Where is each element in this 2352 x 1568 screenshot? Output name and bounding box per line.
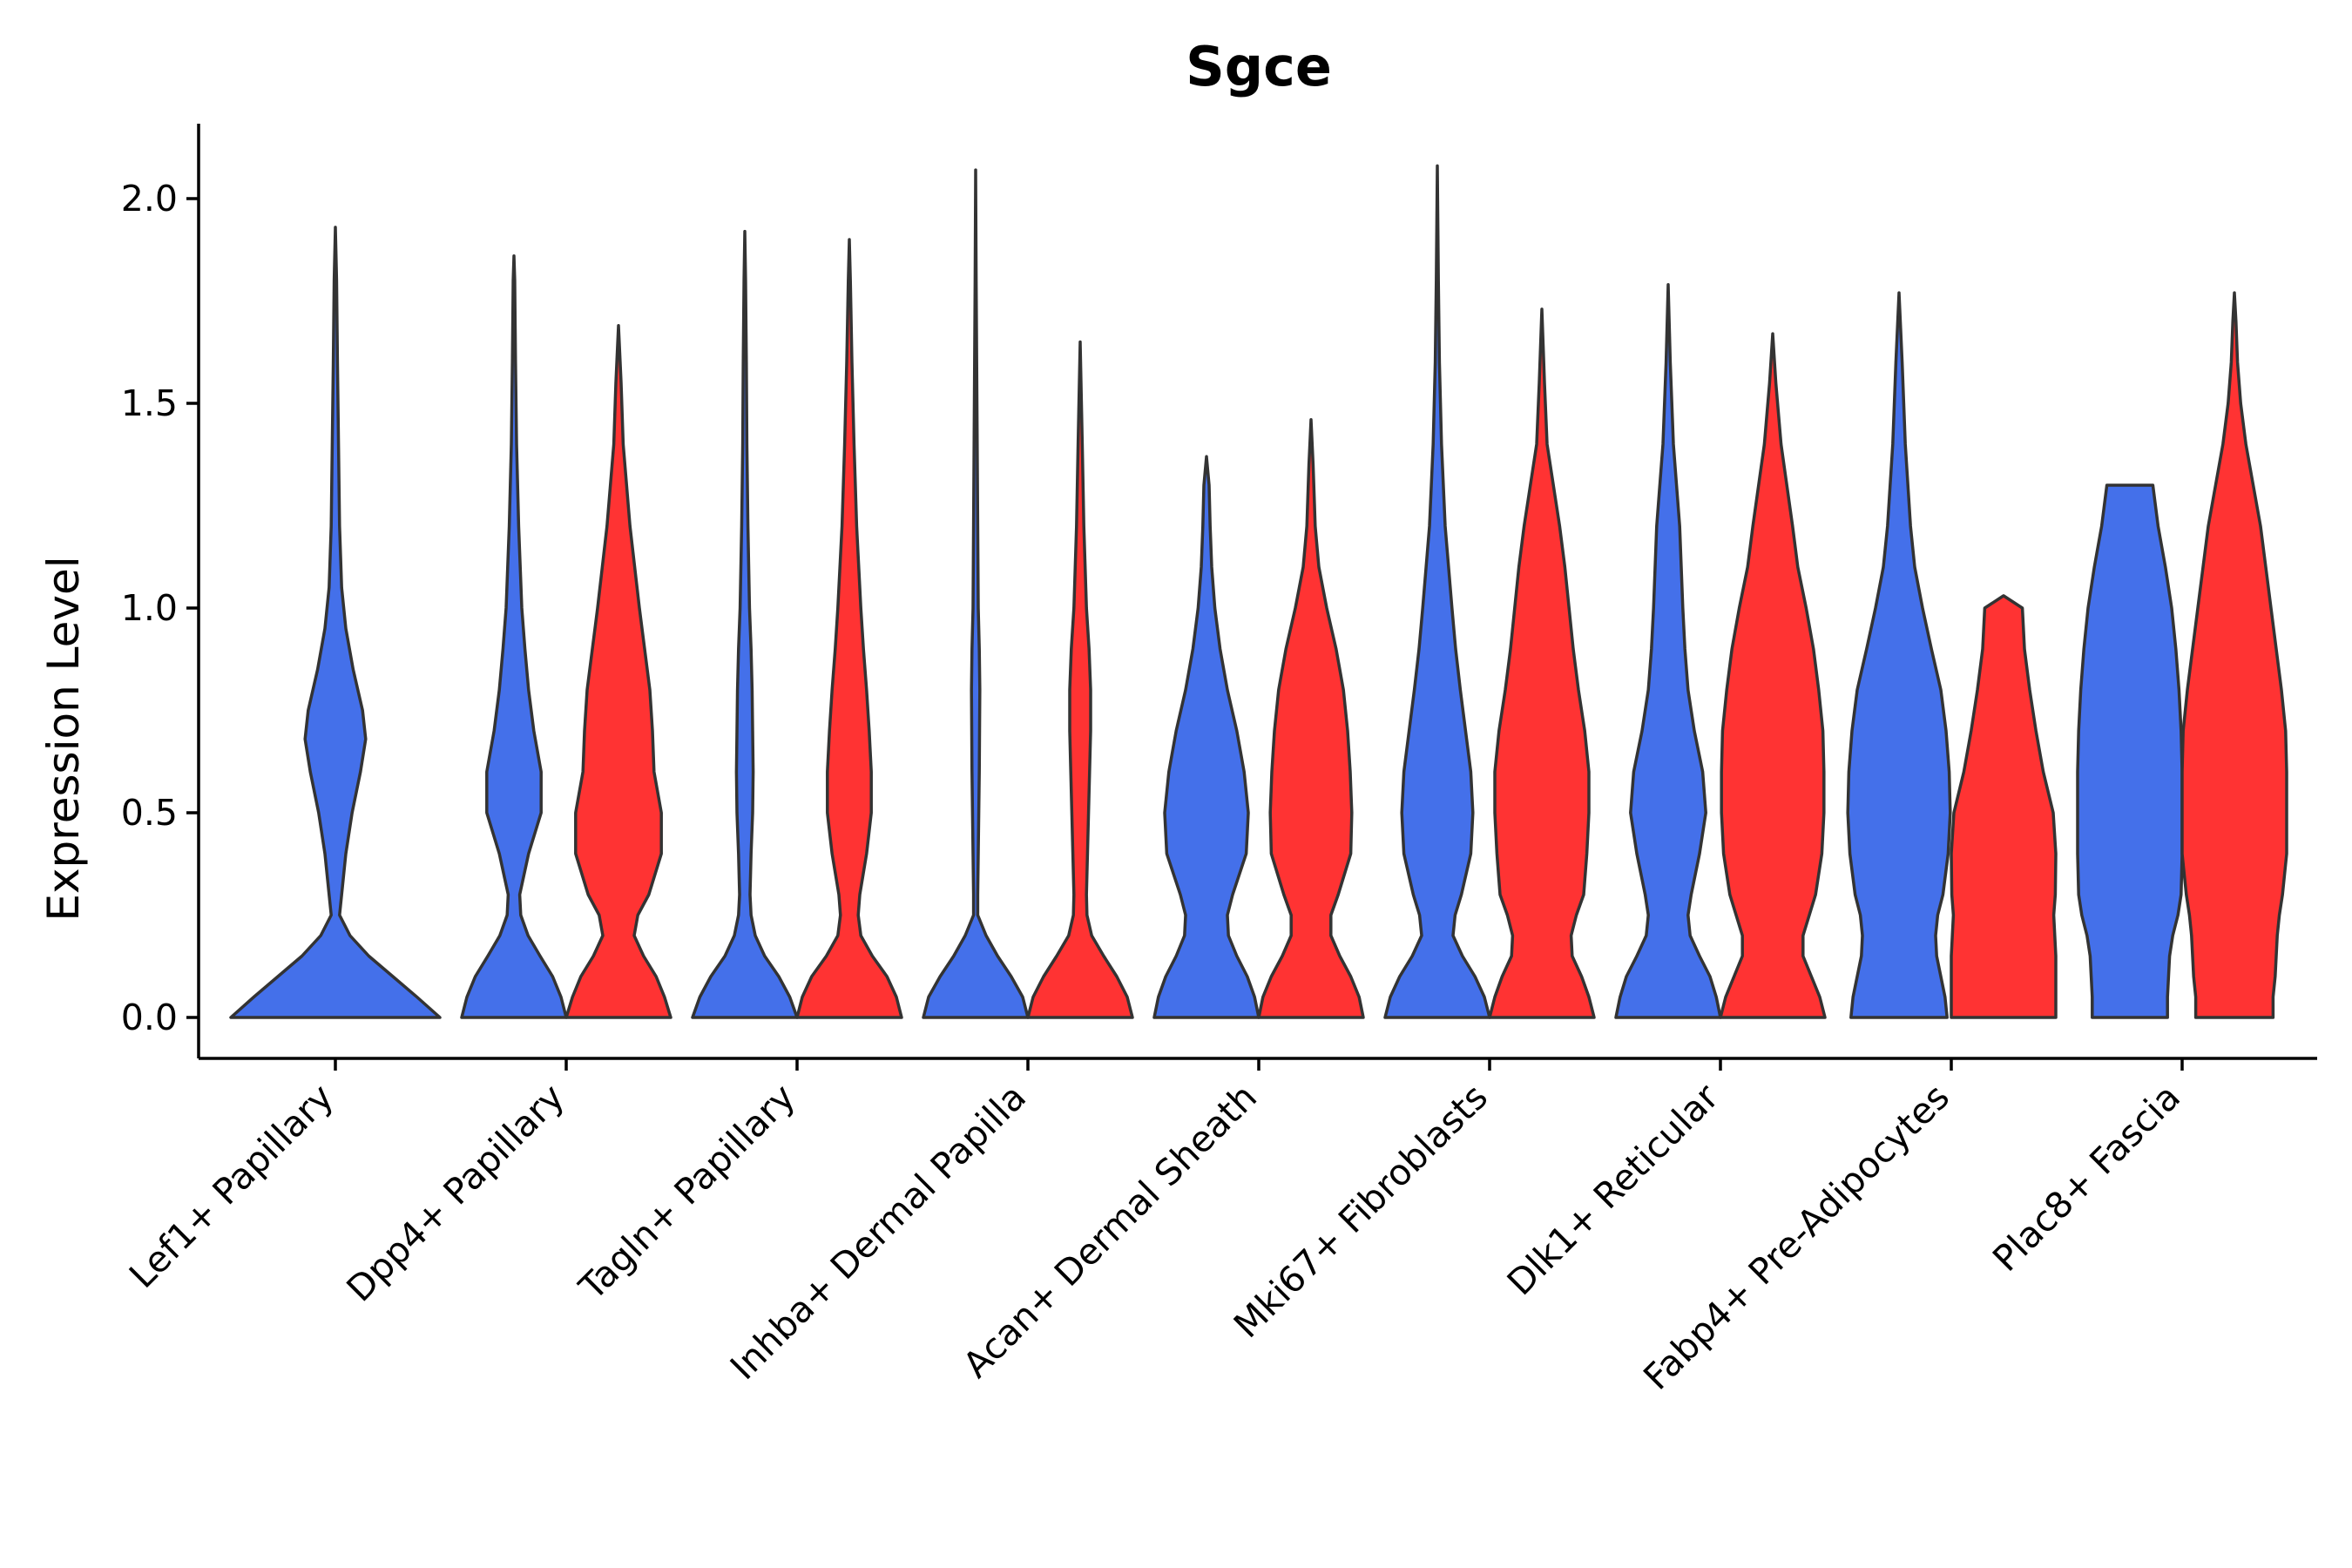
violin-4-group-2 [1026,340,1134,1019]
violin-8-group-1 [1846,291,1952,1019]
violin-9-group-2 [2180,291,2288,1019]
y-tick-label: 1.5 [121,382,178,424]
violin-4-group-1 [922,168,1030,1019]
x-tick-label: Dpp4+ Papillary [339,1076,572,1309]
chart-title: Sgce [1186,35,1332,98]
violin-5-group-2 [1257,418,1365,1019]
y-axis-label: Expression Level [38,556,89,921]
y-tick-label: 2.0 [121,178,178,220]
violin-3-group-2 [795,238,903,1019]
violin-6-group-1 [1383,164,1491,1019]
y-tick-label: 0.0 [121,997,178,1038]
violin-7-group-1 [1614,282,1722,1019]
x-tick-label: Dlk1+ Reticular [1499,1076,1727,1303]
violin-6-group-2 [1488,308,1596,1019]
violin-8-group-2 [1950,594,2058,1019]
violin-3-group-1 [691,229,799,1019]
violin-layer [229,164,2288,1019]
violin-2-group-1 [460,254,568,1019]
x-tick-label: Tagln+ Papillary [571,1076,803,1308]
y-tick-label: 0.5 [121,792,178,834]
x-tick-label: Lef1+ Papillary [121,1076,341,1296]
x-tick-label: Mki67+ Fibroblasts [1226,1076,1496,1346]
violin-5-group-1 [1152,455,1260,1019]
violin-7-group-2 [1719,332,1827,1019]
y-tick-label: 1.0 [121,587,178,629]
x-tick-label: Plac8+ Fascia [1984,1076,2188,1280]
violin-1-group-1 [229,226,442,1019]
violin-9-group-1 [2076,483,2184,1019]
violin-2-group-2 [564,323,672,1019]
